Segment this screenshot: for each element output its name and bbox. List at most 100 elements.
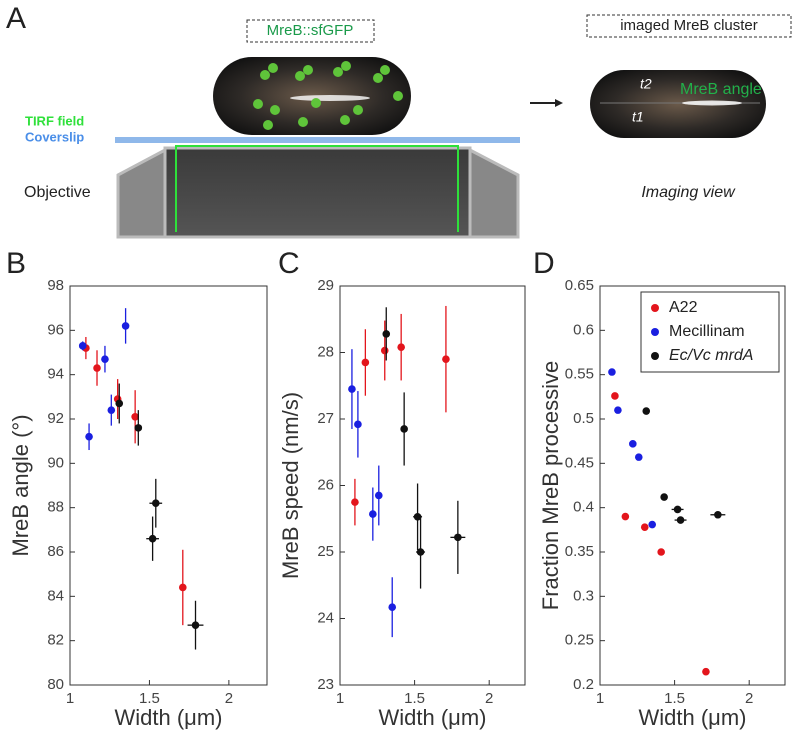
highlight (290, 95, 370, 101)
x-tick-label: 1 (66, 690, 74, 707)
plot-frame (69, 285, 268, 686)
x-tick-label: 1.5 (139, 690, 160, 707)
point (611, 392, 619, 400)
point (621, 512, 630, 521)
point (702, 667, 710, 676)
point (454, 533, 462, 542)
point (348, 385, 356, 393)
y-tick-label: 26 (317, 476, 334, 493)
point (413, 512, 422, 521)
y-tick-label: 25 (317, 543, 334, 560)
point (388, 603, 397, 611)
point (107, 406, 116, 414)
point (634, 453, 643, 461)
point (374, 491, 383, 500)
y-tick-label: 92 (47, 410, 64, 427)
point (642, 407, 651, 415)
y-tick-label: 28 (317, 343, 334, 360)
plot-frame (599, 285, 786, 686)
y-axis-label: MreB speed (nm/s) (278, 392, 303, 579)
point (369, 510, 377, 518)
y-tick-label: 27 (317, 410, 334, 427)
time-label: t1 (632, 109, 644, 125)
point (673, 505, 682, 514)
coverslip-label: Coverslip (25, 129, 84, 144)
x-tick-label: 2 (745, 690, 753, 707)
x-axis-label: Width (μm) (638, 705, 746, 730)
panel-label: B (6, 247, 26, 280)
point (676, 516, 685, 524)
chart: D 0.2 0.25 0.3 0.35 0.4 0.45 0.5 0.55 0.6 0.65 1 1.5… (533, 247, 786, 730)
x-tick-label: 1 (336, 690, 344, 707)
point (400, 425, 408, 433)
point (660, 493, 668, 501)
y-tick-label: 90 (47, 454, 64, 471)
point (442, 355, 450, 363)
point (608, 368, 616, 376)
point (148, 534, 157, 543)
y-tick-label: 96 (47, 321, 64, 338)
y-axis-label: MreB angle (°) (8, 414, 33, 556)
point (85, 432, 93, 441)
y-tick-label: 29 (317, 277, 334, 294)
y-tick-label: 84 (47, 587, 64, 604)
x-tick-label: 1.5 (404, 690, 425, 707)
point (629, 440, 637, 448)
legend-marker (651, 352, 659, 360)
y-tick-label: 0.3 (573, 587, 594, 604)
panel-a: A MreB::sfGFP TIRF field Coverslip Objec… (6, 2, 792, 239)
legend-marker (651, 328, 659, 336)
label-box (586, 14, 792, 38)
legend-box (640, 291, 780, 373)
point (648, 520, 657, 529)
y-axis-label: Fraction MreB processive (538, 361, 563, 610)
point (178, 583, 187, 592)
arrow-head (555, 99, 563, 107)
y-tick-label: 0.55 (565, 366, 594, 383)
panel-label: D (533, 247, 555, 280)
panel-label: A (6, 2, 26, 35)
x-axis-label: Width (μm) (114, 705, 222, 730)
point (131, 412, 139, 421)
x-axis-label: Width (μm) (378, 705, 486, 730)
cluster-label: imaged MreB cluster (620, 17, 758, 34)
y-tick-label: 0.4 (573, 499, 594, 516)
point (354, 420, 362, 429)
plot-frame (339, 285, 526, 686)
point (151, 499, 160, 508)
point (191, 621, 200, 629)
y-tick-label: 0.5 (573, 410, 594, 427)
point (380, 346, 389, 355)
point (397, 343, 405, 351)
cell (590, 70, 766, 138)
y-tick-label: 0.6 (573, 321, 594, 338)
point (614, 406, 622, 414)
label-box (246, 19, 375, 43)
x-tick-label: 1 (596, 690, 604, 707)
legend-label: Mecillinam (669, 323, 745, 340)
tirf-label: TIRF field (25, 113, 84, 128)
highlight (682, 100, 742, 106)
y-tick-label: 0.35 (565, 543, 594, 560)
point (714, 510, 722, 519)
y-tick-label: 94 (47, 366, 64, 383)
point (93, 364, 101, 372)
point (657, 548, 665, 556)
y-tick-label: 80 (47, 676, 64, 693)
point (78, 342, 87, 350)
probe-label: MreB::sfGFP (267, 22, 354, 39)
x-tick-label: 2 (225, 690, 233, 707)
objective-side (116, 147, 167, 239)
point (134, 424, 143, 432)
point (416, 548, 425, 556)
y-tick-label: 86 (47, 543, 64, 560)
view-label: Imaging view (641, 184, 736, 201)
y-tick-label: 82 (47, 632, 64, 649)
angle-label: MreB angle (680, 81, 762, 98)
x-tick-label: 1.5 (664, 690, 685, 707)
legend-marker (651, 304, 659, 312)
objective-label: Objective (24, 184, 91, 201)
